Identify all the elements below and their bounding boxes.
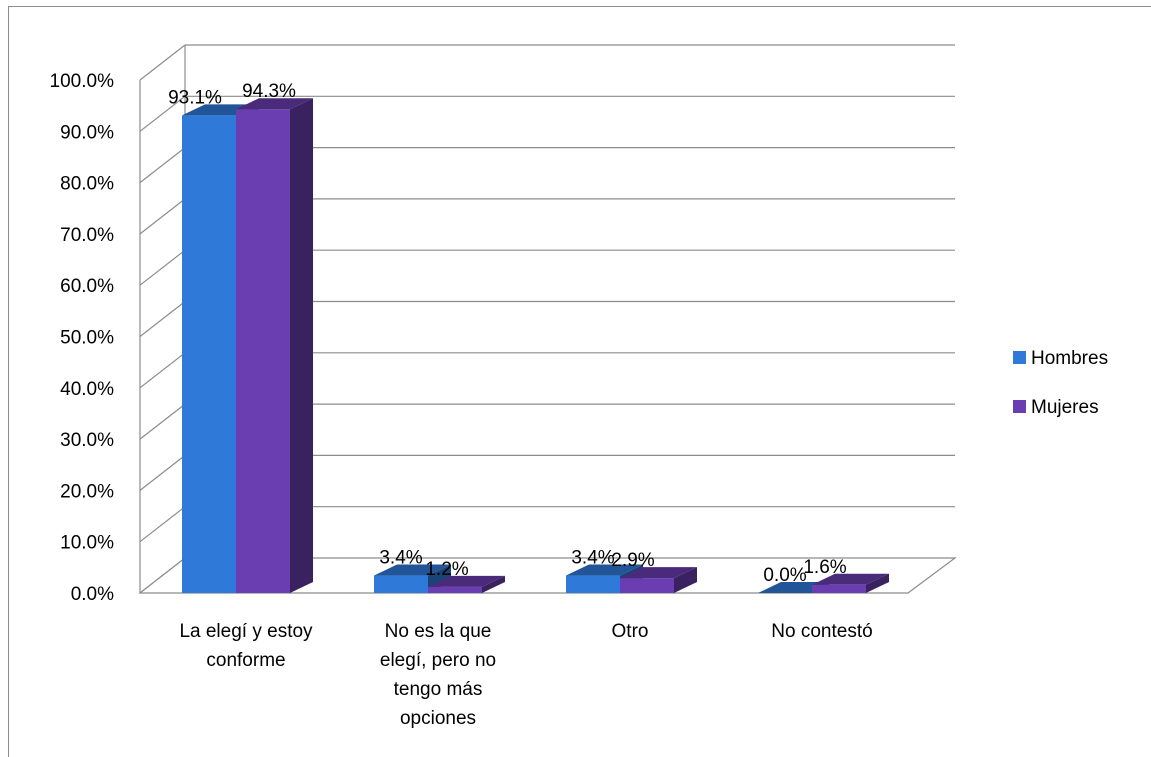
bar-mujeres-0: 94.3% bbox=[236, 81, 313, 593]
data-label: 1.6% bbox=[803, 557, 846, 578]
category-label: Otro bbox=[612, 621, 649, 642]
bar-side-face bbox=[290, 98, 313, 593]
legend-label: Mujeres bbox=[1031, 397, 1099, 418]
bar-side-face bbox=[866, 573, 889, 593]
legend-item-mujeres: Mujeres bbox=[1013, 397, 1099, 418]
bar-front-face bbox=[374, 575, 428, 593]
category-label: No es la que elegí, pero no tengo más opcio… bbox=[380, 621, 496, 729]
bar-mujeres-3: 1.6% bbox=[803, 557, 889, 593]
category-label: No contestó bbox=[771, 621, 872, 642]
bar-front-face bbox=[428, 586, 482, 593]
bar-top-face bbox=[236, 98, 313, 110]
category-label: La elegí y estoy conforme bbox=[179, 621, 313, 671]
side-wall-gridline bbox=[139, 506, 186, 543]
bar-front-face bbox=[620, 578, 674, 593]
side-wall-gridline bbox=[139, 352, 186, 389]
side-wall-gridline bbox=[139, 403, 186, 440]
side-wall-gridline bbox=[139, 454, 186, 491]
side-wall-gridline bbox=[139, 147, 186, 184]
legend-item-hombres: Hombres bbox=[1013, 348, 1108, 369]
side-wall-gridline bbox=[139, 249, 186, 286]
bar-side-face bbox=[482, 575, 505, 593]
y-tick-label: 0.0% bbox=[71, 584, 114, 605]
y-tick-label: 40.0% bbox=[60, 379, 114, 400]
y-tick-label: 70.0% bbox=[60, 225, 114, 246]
legend-swatch bbox=[1013, 351, 1026, 364]
bar-top-face bbox=[812, 573, 889, 585]
data-label: 2.9% bbox=[611, 550, 654, 571]
data-label: 3.4% bbox=[571, 548, 614, 569]
bar-front-face bbox=[182, 115, 236, 593]
data-label: 93.1% bbox=[168, 87, 222, 108]
bar-mujeres-2: 2.9% bbox=[611, 550, 697, 593]
bar-mujeres-1: 1.2% bbox=[425, 559, 505, 593]
legend-label: Hombres bbox=[1031, 348, 1108, 369]
side-wall-gridline bbox=[139, 198, 186, 235]
y-tick-label: 60.0% bbox=[60, 276, 114, 297]
y-tick-label: 20.0% bbox=[60, 481, 114, 502]
bar-top-face bbox=[620, 567, 697, 579]
bar-top-face bbox=[374, 564, 451, 576]
legend-swatch bbox=[1013, 400, 1026, 413]
bar-side-face bbox=[674, 567, 697, 593]
y-tick-label: 90.0% bbox=[60, 122, 114, 143]
bar-front-face bbox=[812, 584, 866, 593]
side-wall-gridline bbox=[139, 44, 186, 81]
data-label: 0.0% bbox=[763, 565, 806, 586]
bar-front-face bbox=[566, 575, 620, 593]
bar-top-face bbox=[428, 575, 505, 587]
y-tick-label: 50.0% bbox=[60, 328, 114, 349]
data-label: 3.4% bbox=[379, 548, 422, 569]
data-label: 1.2% bbox=[425, 559, 468, 580]
bar-hombres-1: 3.4% bbox=[374, 548, 451, 593]
y-tick-label: 30.0% bbox=[60, 430, 114, 451]
y-tick-label: 100.0% bbox=[50, 71, 115, 92]
bar-top-face bbox=[566, 564, 643, 576]
side-wall-gridline bbox=[139, 301, 186, 337]
bar-front-face bbox=[236, 109, 290, 593]
y-tick-label: 10.0% bbox=[60, 533, 114, 554]
side-wall-gridline bbox=[139, 95, 186, 132]
data-label: 94.3% bbox=[242, 81, 296, 102]
y-tick-label: 80.0% bbox=[60, 174, 114, 195]
